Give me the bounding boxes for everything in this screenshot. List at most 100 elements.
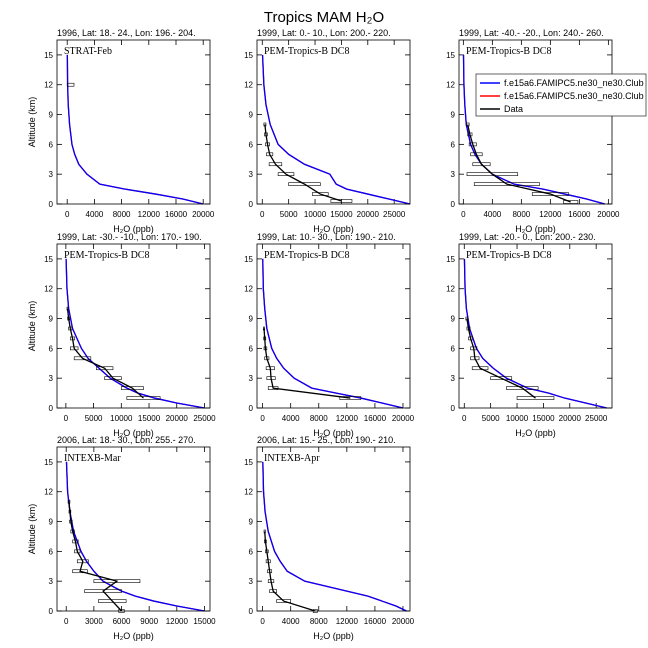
error-box (96, 366, 114, 371)
y-axis-label: Altitude (km) (27, 97, 37, 148)
model-line (261, 54, 411, 205)
y-tick-label: 9 (249, 315, 254, 324)
x-tick-label: 0 (64, 617, 69, 626)
model-line (261, 54, 411, 205)
x-tick-label: 25000 (383, 210, 406, 219)
y-tick-label: 9 (451, 111, 456, 120)
x-tick-label: 20000 (597, 210, 620, 219)
x-tick-label: 0 (461, 210, 466, 219)
y-tick-label: 12 (244, 488, 253, 497)
data-line (264, 124, 342, 202)
panel-label: PEM-Tropics-B DC8 (466, 250, 551, 261)
y-tick-label: 6 (49, 344, 54, 353)
y-tick-label: 0 (249, 200, 254, 209)
model-line (65, 258, 205, 409)
y-tick-label: 0 (451, 404, 456, 413)
x-axis-label: H₂O (ppb) (313, 428, 354, 438)
y-tick-label: 15 (44, 255, 53, 264)
y-tick-label: 9 (49, 111, 54, 120)
x-tick-label: 4000 (282, 414, 300, 423)
x-tick-label: 9000 (140, 617, 158, 626)
error-box (516, 396, 555, 400)
panel-header: 2006, Lat: 18.- 30., Lon: 255.- 270. (57, 435, 196, 445)
y-tick-label: 6 (249, 547, 254, 556)
y-tick-label: 9 (49, 518, 54, 527)
x-tick-label: 4000 (282, 617, 300, 626)
model-line (262, 461, 407, 612)
y-tick-label: 0 (249, 404, 254, 413)
error-box (277, 172, 295, 176)
y-tick-label: 6 (249, 344, 254, 353)
error-box (339, 396, 362, 400)
y-tick-label: 0 (249, 607, 254, 616)
panel-label: PEM-Tropics-B DC8 (466, 46, 551, 57)
panel-label: PEM-Tropics-B DC8 (64, 250, 149, 261)
error-box (472, 162, 491, 167)
model-line (463, 258, 607, 409)
y-tick-label: 9 (49, 315, 54, 324)
y-tick-label: 3 (49, 577, 54, 586)
model-line (66, 54, 204, 205)
error-box (93, 579, 141, 583)
x-tick-label: 15000 (138, 414, 161, 423)
model-line (463, 258, 607, 409)
y-tick-label: 0 (49, 607, 54, 616)
x-tick-label: 12000 (336, 617, 359, 626)
legend-label: f.e15a6.FAMIPC5.ne30_ne30.Club (504, 78, 644, 88)
x-tick-label: 8000 (310, 617, 328, 626)
plot-frame (458, 39, 613, 205)
x-axis-label: H₂O (ppb) (113, 631, 154, 641)
error-box (98, 599, 127, 603)
x-tick-label: 20000 (192, 210, 215, 219)
panel: 1999, Lat: 0.- 10., Lon: 200.- 220. H₂O (… (244, 28, 411, 234)
legend-label: Data (504, 104, 523, 114)
panel-header: 1999, Lat: -30.- -10., Lon: 170.- 190. (57, 232, 202, 242)
x-tick-label: 8000 (113, 210, 131, 219)
panel: 1999, Lat: -20.- 0., Lon: 200.- 230. H₂O … (446, 232, 613, 438)
error-box (126, 396, 161, 400)
error-box (312, 192, 329, 196)
error-box (531, 192, 569, 196)
plot-frame (256, 446, 411, 612)
x-tick-label: 20000 (392, 414, 415, 423)
x-tick-label: 3000 (85, 617, 103, 626)
panel-header: 1999, Lat: 10.- 30., Lon: 190.- 210. (257, 232, 396, 242)
x-tick-label: 16000 (568, 210, 591, 219)
y-tick-label: 15 (244, 458, 253, 467)
y-tick-label: 9 (249, 111, 254, 120)
data-line (66, 308, 144, 399)
y-tick-label: 6 (49, 547, 54, 556)
panel: 1999, Lat: -40.- -20., Lon: 240.- 260. H₂… (446, 28, 647, 234)
model-line (262, 258, 404, 409)
y-tick-label: 12 (44, 488, 53, 497)
error-box (121, 386, 144, 390)
x-tick-label: 12000 (539, 210, 562, 219)
y-tick-label: 3 (451, 374, 456, 383)
y-tick-label: 12 (44, 81, 53, 90)
error-box (473, 182, 540, 186)
x-tick-label: 20000 (357, 210, 380, 219)
plot-frame (256, 243, 411, 409)
data-line (466, 318, 536, 399)
x-tick-label: 12000 (138, 210, 161, 219)
panel-label: INTEXB-Apr (264, 453, 320, 464)
panel: 1996, Lat: 18.- 24., Lon: 196.- 204. H₂O … (27, 28, 215, 234)
x-tick-label: 4000 (86, 210, 104, 219)
x-tick-label: 16000 (364, 617, 387, 626)
panel: 2006, Lat: 18.- 30., Lon: 255.- 270. H₂O … (27, 435, 216, 641)
panel: 1999, Lat: -30.- -10., Lon: 170.- 190. H₂… (27, 232, 216, 438)
error-box (563, 200, 579, 204)
x-tick-label: 0 (260, 617, 265, 626)
y-tick-label: 12 (244, 81, 253, 90)
x-tick-label: 25000 (585, 414, 608, 423)
error-box (84, 589, 122, 593)
x-tick-label: 12000 (166, 617, 189, 626)
error-box (66, 82, 75, 87)
plot-frame (458, 243, 613, 409)
legend-box (475, 73, 647, 117)
error-box (288, 182, 321, 186)
panel: 2006, Lat: 15.- 25., Lon: 190.- 210. H₂O … (244, 435, 415, 641)
x-axis-label: H₂O (ppb) (113, 224, 154, 234)
x-tick-label: 10000 (304, 210, 327, 219)
panel-header: 2006, Lat: 15.- 25., Lon: 190.- 210. (257, 435, 396, 445)
